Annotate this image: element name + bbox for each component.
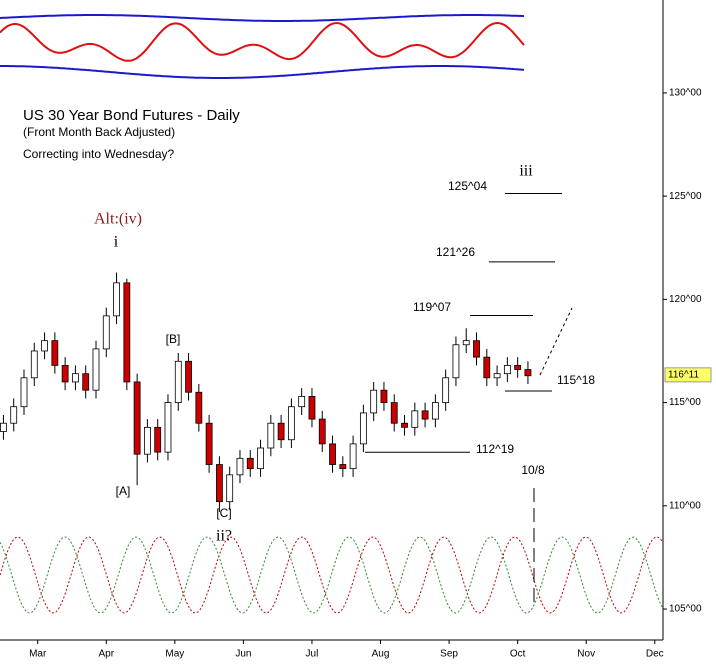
x-tick-label: Mar <box>29 649 47 660</box>
indicator-line <box>0 536 663 614</box>
candle-body <box>30 350 38 379</box>
wave-label: Alt:(iv) <box>94 211 142 228</box>
candle-body <box>123 282 131 383</box>
candle-body <box>339 464 347 470</box>
candle-body <box>102 315 110 350</box>
candle-body <box>524 369 532 377</box>
y-tick-label: 115^00 <box>669 397 701 408</box>
candle-body <box>20 377 28 408</box>
last-price-box <box>664 367 712 383</box>
candle-body <box>205 422 213 465</box>
candle-body <box>61 365 69 383</box>
level-label: 125^04 <box>448 179 487 193</box>
candle-body <box>493 373 501 379</box>
candle-body <box>318 418 326 445</box>
candle-body <box>473 340 480 358</box>
candle-body <box>380 389 388 403</box>
indicator-line <box>0 21 525 62</box>
y-tick-label: 120^00 <box>669 294 702 305</box>
candle-body <box>442 377 450 403</box>
level-label: 121^26 <box>436 245 475 259</box>
candle-body <box>503 365 511 375</box>
date-note: 10/8 <box>521 463 545 477</box>
candle-body <box>390 402 398 424</box>
candle-body <box>195 391 203 424</box>
candle-body <box>298 395 306 408</box>
candle-body <box>308 395 316 420</box>
candle-body <box>72 373 79 383</box>
indicator-line <box>0 14 525 22</box>
y-tick-label: 130^00 <box>669 88 702 99</box>
chart-note: Correcting into Wednesday? <box>23 147 175 161</box>
candle-body <box>514 365 522 370</box>
wave-label: [A] <box>116 484 131 498</box>
last-price-label: 116^11 <box>668 369 699 380</box>
candle-body <box>411 410 419 428</box>
candle-body <box>154 426 162 453</box>
candle-body <box>10 406 18 424</box>
candle-body <box>0 422 7 432</box>
chart-title: US 30 Year Bond Futures - Daily <box>23 107 240 124</box>
wave-label: i <box>114 234 119 251</box>
candle-body <box>267 422 275 449</box>
wave-label: iii <box>519 163 533 180</box>
wave-label: [C] <box>216 506 231 520</box>
candle-body <box>185 360 192 393</box>
candle-body <box>349 443 357 470</box>
y-tick-label: 110^00 <box>669 500 701 511</box>
y-tick-label: 105^00 <box>669 604 702 615</box>
wave-label: [B] <box>166 332 181 346</box>
y-tick-label: 125^00 <box>669 191 702 202</box>
candle-body <box>359 412 367 445</box>
candle-body <box>174 360 182 403</box>
x-tick-label: Apr <box>98 649 114 660</box>
candle-body <box>51 340 59 366</box>
candle-body <box>82 373 90 391</box>
candle-body <box>164 402 172 453</box>
candle-body <box>431 402 439 420</box>
candle-body <box>483 356 491 379</box>
candle-body <box>246 457 254 470</box>
x-tick-label: Dec <box>646 649 664 660</box>
candle-body <box>92 348 100 391</box>
candle-body <box>236 457 244 476</box>
level-label: 119^07 <box>413 300 451 314</box>
x-tick-label: Jun <box>235 649 251 660</box>
candle-body <box>287 406 295 441</box>
candle-body <box>462 340 470 346</box>
x-tick-label: Jul <box>306 649 319 660</box>
candle-body <box>421 410 429 420</box>
candle-body <box>133 381 141 455</box>
candle-body <box>257 447 264 470</box>
candle-body <box>277 422 285 441</box>
wave-label: ii? <box>216 528 232 545</box>
candle-body <box>144 426 151 455</box>
projection <box>539 307 573 376</box>
x-tick-label: Sep <box>440 649 458 660</box>
x-tick-label: Nov <box>577 649 595 660</box>
x-tick-label: Oct <box>510 649 526 660</box>
indicator-line <box>0 65 525 79</box>
candle-body <box>401 422 408 428</box>
indicators <box>0 14 663 614</box>
candle-body <box>452 344 460 379</box>
x-tick-label: May <box>165 649 184 660</box>
candle-body <box>41 340 48 352</box>
candle-body <box>226 474 234 503</box>
candle-body <box>216 464 223 503</box>
candle-body <box>370 389 378 414</box>
candle-body <box>113 282 120 317</box>
candle-body <box>329 443 336 465</box>
level-label: 112^19 <box>476 442 514 456</box>
x-tick-label: Aug <box>372 649 390 660</box>
level-label: 115^18 <box>557 373 595 387</box>
chart-subtitle: (Front Month Back Adjusted) <box>23 125 175 139</box>
indicator-line <box>0 536 663 614</box>
